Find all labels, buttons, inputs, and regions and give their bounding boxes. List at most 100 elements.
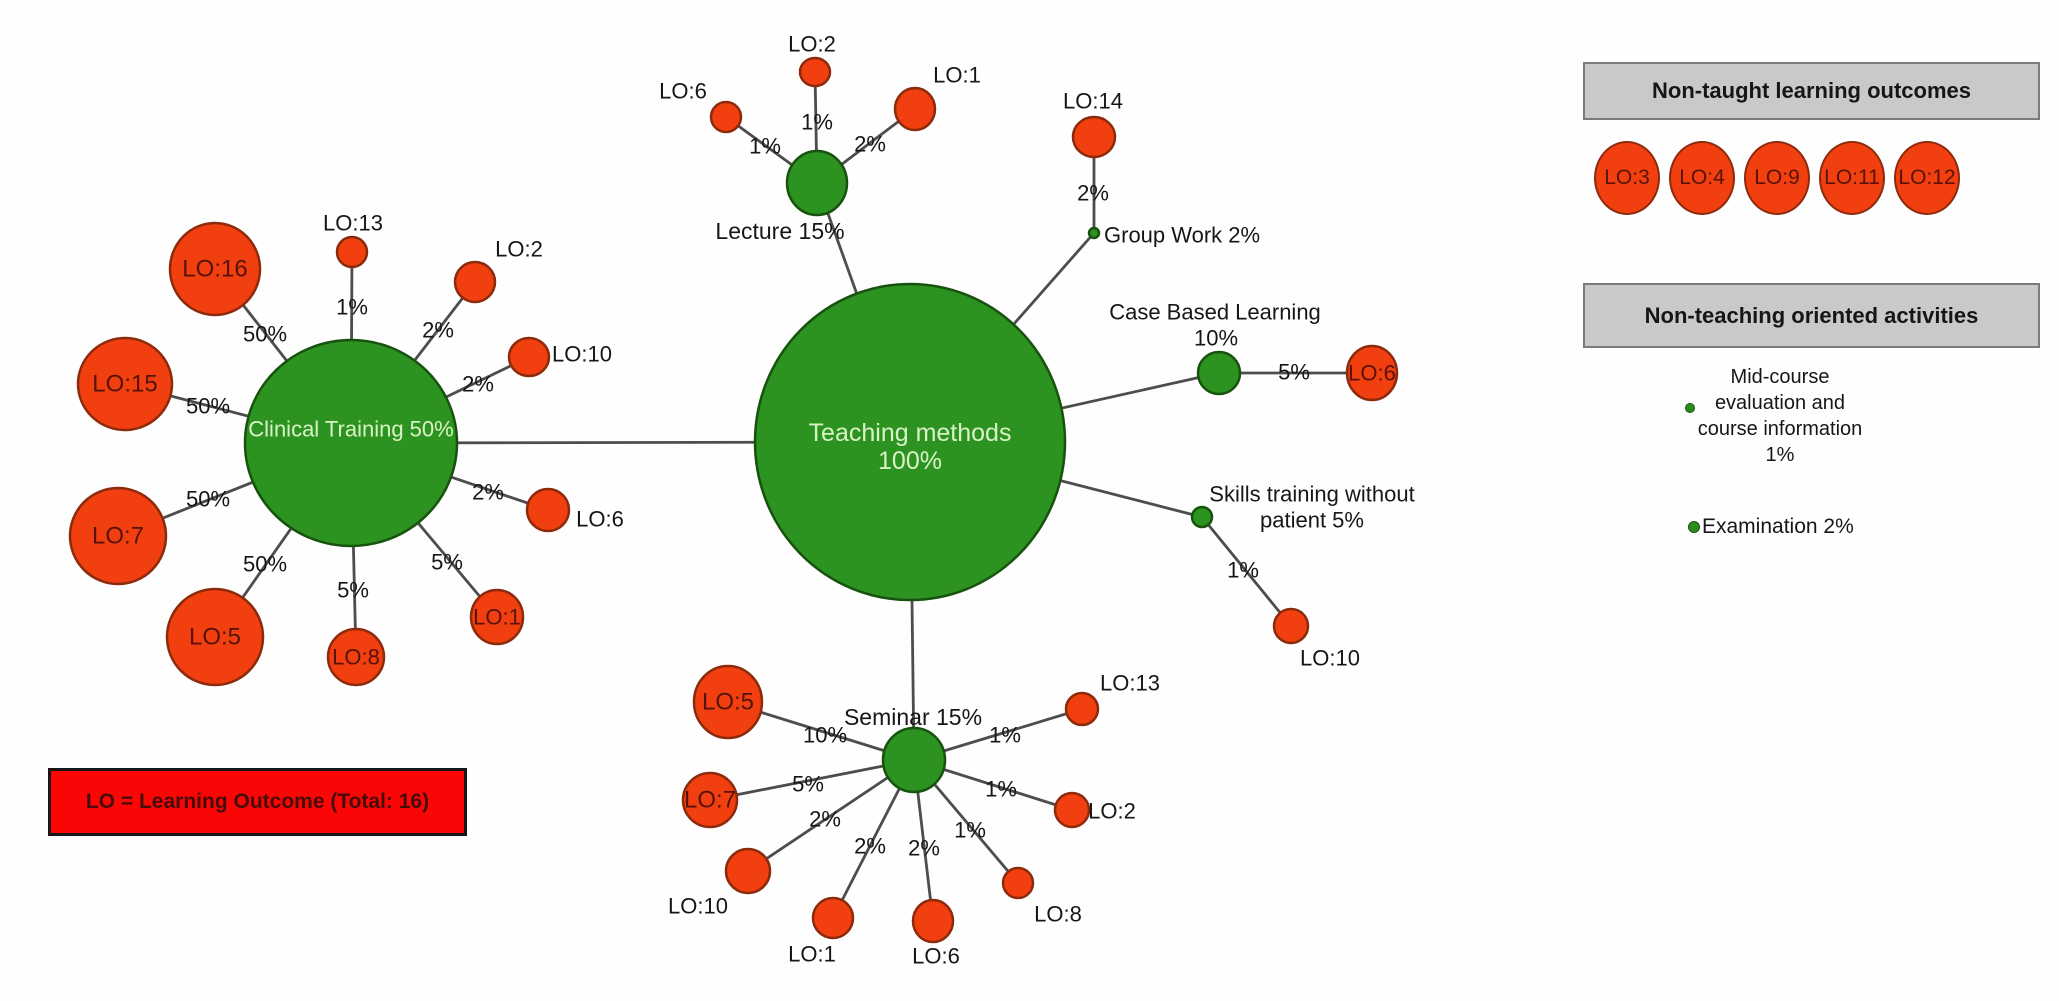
node-st-lo10 — [1272, 607, 1310, 645]
node-sem-lo13 — [1064, 691, 1100, 727]
node-label-ct-lo16: LO:16 — [182, 256, 247, 283]
diagram-label: LO:1 — [933, 63, 981, 88]
node-label-ct-lo8: LO:8 — [332, 645, 380, 670]
edge-percent-label: 1% — [749, 134, 781, 159]
lo-total-legend-label: LO = Learning Outcome (Total: 16) — [85, 790, 430, 813]
non-taught-lo-circle: LO:9 — [1744, 141, 1810, 215]
non-taught-lo-circle: LO:11 — [1819, 141, 1885, 215]
diagram-label: Skills training without — [1209, 482, 1414, 507]
mid-course-line: evaluation and — [1714, 392, 1846, 414]
node-label-cbl-lo6: LO:6 — [1348, 361, 1396, 386]
lo-total-legend: LO = Learning Outcome (Total: 16) — [48, 768, 467, 836]
edge-percent-label: 2% — [854, 834, 886, 859]
diagram-label: LO:13 — [1100, 671, 1160, 696]
examination-label: Examination 2% — [1702, 515, 1854, 538]
node-ct-lo15 — [76, 336, 174, 432]
node-group-work — [1087, 226, 1101, 240]
node-seminar — [881, 726, 947, 794]
edge-line — [709, 758, 915, 802]
diagram-label: 10% — [1194, 326, 1238, 351]
edge-percent-label: 5% — [1278, 360, 1310, 385]
node-clinical-training — [243, 338, 459, 548]
edge-percent-label: 2% — [1077, 181, 1109, 206]
non-teaching-legend-box: Non-teaching oriented activities — [1583, 283, 2040, 348]
edge-percent-label: 2% — [462, 372, 494, 397]
non-taught-lo-circle: LO:12 — [1894, 141, 1960, 215]
node-label-ct-lo15: LO:15 — [92, 371, 157, 398]
diagram-label: LO:8 — [1034, 902, 1082, 927]
edge-percent-label: 50% — [243, 322, 287, 347]
edge-percent-label: 2% — [908, 836, 940, 861]
mid-course-line: course information — [1697, 418, 1863, 440]
node-lec-lo6 — [709, 100, 743, 134]
edge-percent-label: 2% — [809, 807, 841, 832]
node-label-ct-lo1: LO:1 — [473, 605, 521, 630]
node-skills-training — [1190, 505, 1214, 529]
node-lec-lo2 — [798, 56, 832, 88]
non-taught-legend-box: Non-taught learning outcomes — [1583, 62, 2040, 120]
diagram-label: LO:2 — [1088, 799, 1136, 824]
non-taught-lo-circle: LO:3 — [1594, 141, 1660, 215]
diagram-label: LO:2 — [495, 237, 543, 262]
diagram-label: LO:2 — [788, 32, 836, 57]
edge-percent-label: 1% — [989, 723, 1021, 748]
node-ct-lo1 — [469, 588, 525, 646]
diagram-label: patient 5% — [1260, 508, 1364, 533]
edge-percent-label: 5% — [337, 578, 369, 603]
node-label-teaching-methods: Teaching methods — [809, 419, 1012, 447]
edge-percent-label: 1% — [1227, 558, 1259, 583]
edge-line — [1200, 516, 1293, 627]
edge-percent-label: 50% — [243, 552, 287, 577]
node-gw-lo14 — [1071, 115, 1117, 159]
non-taught-lo-row: LO:3 LO:4 LO:9 LO:11 LO:12 — [1594, 141, 1960, 215]
edge-percent-label: 1% — [336, 295, 368, 320]
node-ct-lo10 — [507, 336, 551, 378]
node-ct-lo6 — [525, 487, 571, 533]
node-label-ct-lo5: LO:5 — [189, 624, 241, 651]
edge-percent-label: 50% — [186, 394, 230, 419]
node-sem-lo1 — [811, 896, 855, 940]
diagram-label: Case Based Learning — [1109, 300, 1321, 325]
edge-percent-label: 50% — [186, 487, 230, 512]
node-sem-lo2 — [1053, 791, 1091, 829]
edge-line — [747, 758, 915, 873]
diagram-label: LO:10 — [1300, 646, 1360, 671]
node-label-ct-lo7: LO:7 — [92, 523, 144, 550]
mid-course-line: Mid-course — [1730, 366, 1830, 388]
diagram-label: LO:10 — [552, 342, 612, 367]
edge-percent-label: 1% — [985, 777, 1017, 802]
diagram-label: LO:6 — [659, 79, 707, 104]
node-teaching-methods — [753, 282, 1067, 602]
diagram-label: Group Work 2% — [1104, 223, 1260, 248]
node-sem-lo6 — [911, 898, 955, 944]
node-ct-lo13 — [335, 235, 369, 269]
node-cbl-lo6 — [1345, 344, 1399, 402]
node-ct-lo8 — [326, 627, 386, 687]
edge-percent-label: 1% — [954, 818, 986, 843]
diagram-label: LO:13 — [323, 211, 383, 236]
mid-course-entry: Mid-course evaluation and course informa… — [1680, 364, 1880, 468]
edge-percent-label: 10% — [803, 723, 847, 748]
node-label-sem-lo7: LO:7 — [684, 787, 736, 814]
node-sem-lo5 — [692, 664, 764, 740]
node-label-clinical-training: Clinical Training 50% — [248, 417, 453, 442]
node-lecture — [785, 149, 849, 217]
node-ct-lo16 — [168, 221, 262, 317]
edge-percent-label: 2% — [854, 132, 886, 157]
node-label-teaching-methods: 100% — [878, 447, 942, 475]
node-sem-lo7 — [681, 771, 739, 829]
edge-percent-label: 2% — [422, 318, 454, 343]
edge-percent-label: 2% — [472, 480, 504, 505]
diagram-label: Seminar 15% — [844, 704, 982, 730]
edge-percent-label: 1% — [801, 110, 833, 135]
node-case-based-learning — [1196, 350, 1242, 396]
diagram-label: LO:1 — [788, 942, 836, 967]
edge-percent-label: 5% — [792, 772, 824, 797]
node-label-sem-lo5: LO:5 — [702, 689, 754, 716]
edge-percent-label: 5% — [431, 550, 463, 575]
diagram-label: LO:6 — [576, 507, 624, 532]
node-sem-lo8 — [1001, 866, 1035, 900]
diagram-label: LO:6 — [912, 944, 960, 969]
